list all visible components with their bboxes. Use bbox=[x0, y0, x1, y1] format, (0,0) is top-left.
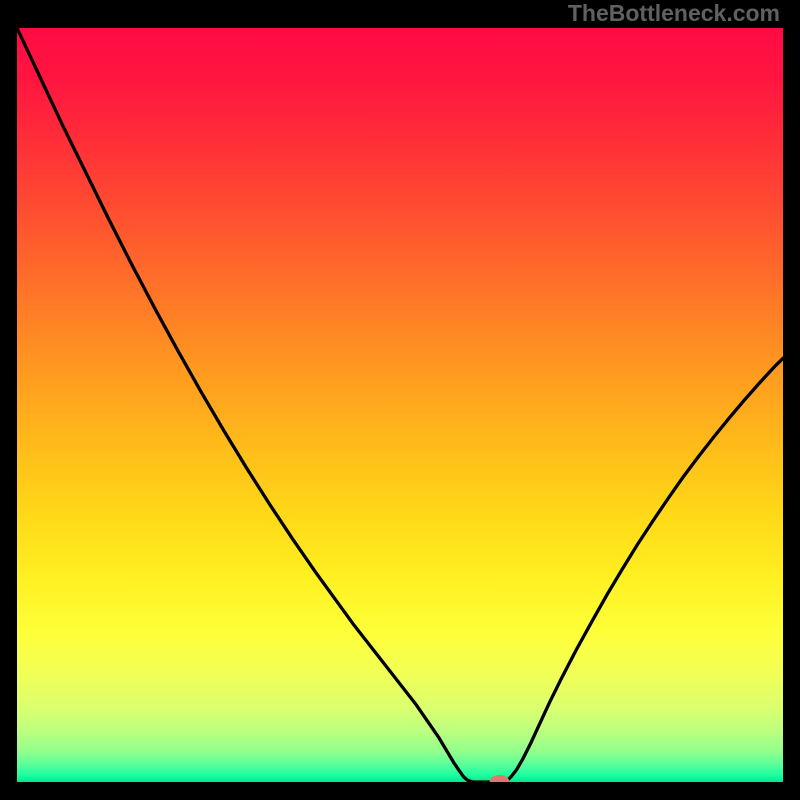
chart-background bbox=[17, 28, 783, 782]
watermark-text: TheBottleneck.com bbox=[568, 0, 780, 27]
chart-svg bbox=[17, 28, 783, 782]
bottleneck-chart bbox=[17, 28, 783, 782]
